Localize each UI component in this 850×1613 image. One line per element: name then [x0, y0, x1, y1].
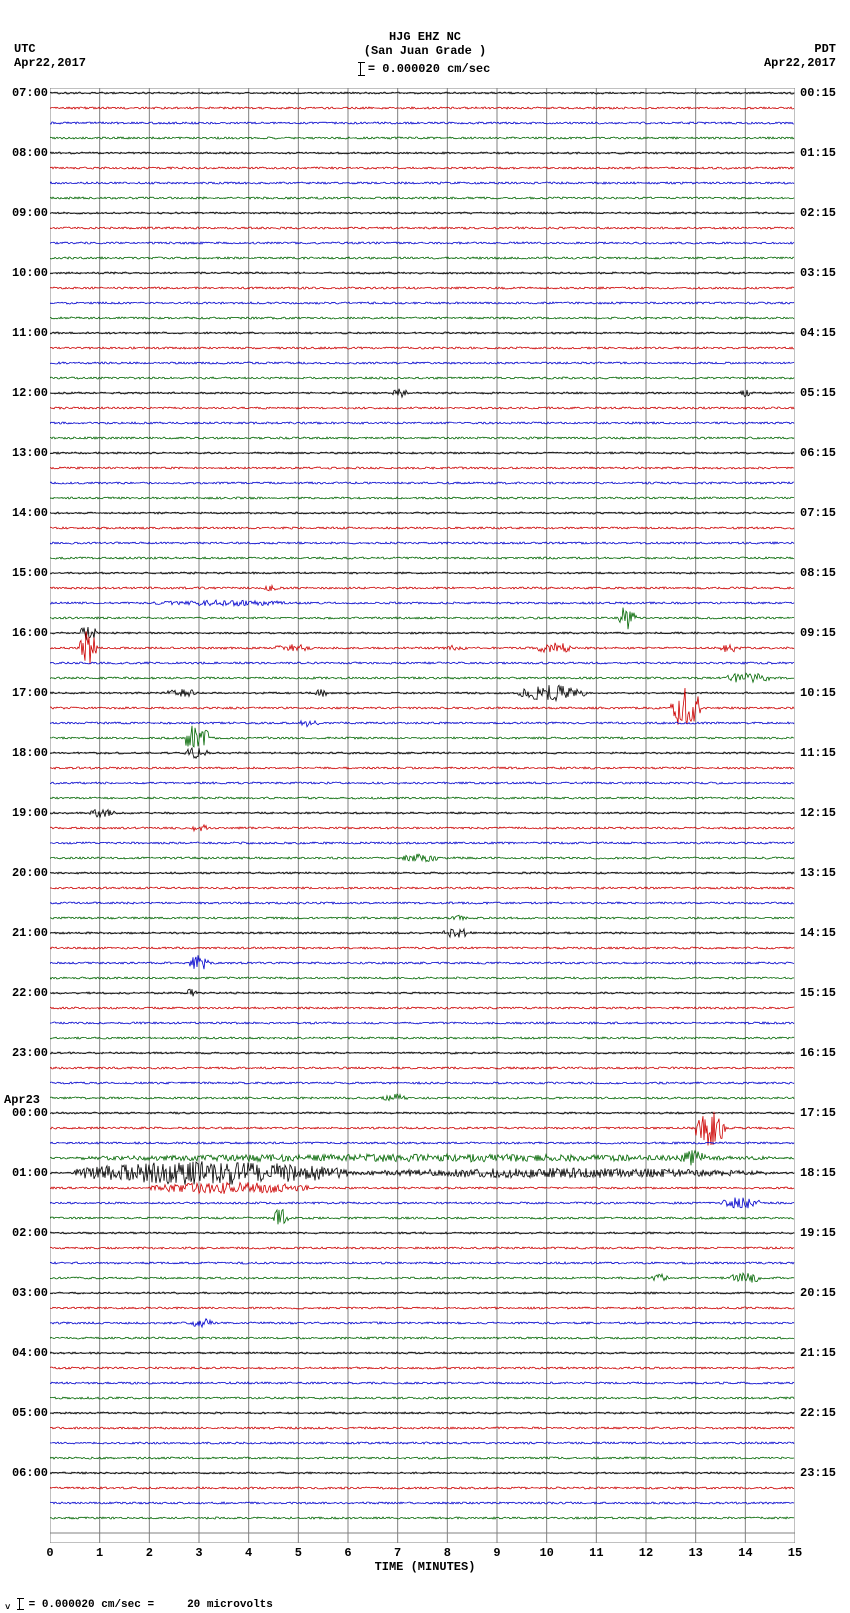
right-hour-label: 14:15 — [800, 926, 836, 940]
seismogram-plot — [50, 88, 795, 1543]
scale-text: = 0.000020 cm/sec — [368, 62, 490, 76]
timezone-right: PDT — [814, 42, 836, 56]
footer-text-2: 20 microvolts — [187, 1599, 273, 1611]
left-hour-label: 16:00 — [4, 626, 48, 640]
x-tick-label: 1 — [85, 1546, 115, 1560]
left-hour-label: 14:00 — [4, 506, 48, 520]
timezone-left: UTC — [14, 42, 36, 56]
right-hour-label: 10:15 — [800, 686, 836, 700]
x-tick-label: 15 — [780, 1546, 810, 1560]
left-hour-label: 12:00 — [4, 386, 48, 400]
date-right: Apr22,2017 — [764, 56, 836, 70]
right-hour-label: 16:15 — [800, 1046, 836, 1060]
right-hour-label: 13:15 — [800, 866, 836, 880]
footer-text-1: = 0.000020 cm/sec = — [29, 1599, 154, 1611]
x-tick-label: 2 — [134, 1546, 164, 1560]
right-hour-label: 07:15 — [800, 506, 836, 520]
left-hour-label: 02:00 — [4, 1226, 48, 1240]
right-hour-label: 15:15 — [800, 986, 836, 1000]
x-axis-title: TIME (MINUTES) — [0, 1560, 850, 1574]
right-hour-label: 02:15 — [800, 206, 836, 220]
scale-bar-icon — [360, 62, 361, 76]
right-hour-label: 12:15 — [800, 806, 836, 820]
footer-tick-icon: ˅ — [5, 1603, 10, 1613]
left-hour-label: 07:00 — [4, 86, 48, 100]
footer-scale: ˅ = 0.000020 cm/sec = 20 microvolts — [5, 1598, 273, 1613]
second-day-marker: Apr23 — [4, 1093, 40, 1107]
left-hour-label: 05:00 — [4, 1406, 48, 1420]
left-hour-label: 18:00 — [4, 746, 48, 760]
x-tick-label: 6 — [333, 1546, 363, 1560]
x-tick-label: 14 — [730, 1546, 760, 1560]
x-tick-label: 13 — [681, 1546, 711, 1560]
x-tick-label: 8 — [432, 1546, 462, 1560]
station-code: HJG EHZ NC — [0, 30, 850, 44]
right-hour-label: 01:15 — [800, 146, 836, 160]
footer-scale-bar-icon — [19, 1598, 20, 1610]
date-left: Apr22,2017 — [14, 56, 86, 70]
left-hour-label: 20:00 — [4, 866, 48, 880]
left-hour-label: 06:00 — [4, 1466, 48, 1480]
left-hour-label: 09:00 — [4, 206, 48, 220]
right-hour-label: 18:15 — [800, 1166, 836, 1180]
right-hour-label: 04:15 — [800, 326, 836, 340]
x-tick-label: 9 — [482, 1546, 512, 1560]
right-hour-label: 21:15 — [800, 1346, 836, 1360]
right-hour-label: 22:15 — [800, 1406, 836, 1420]
x-tick-label: 11 — [581, 1546, 611, 1560]
left-hour-label: 15:00 — [4, 566, 48, 580]
left-hour-label: 17:00 — [4, 686, 48, 700]
right-hour-label: 17:15 — [800, 1106, 836, 1120]
station-location: (San Juan Grade ) — [0, 44, 850, 58]
seismogram-svg — [50, 88, 795, 1543]
right-hour-label: 00:15 — [800, 86, 836, 100]
left-hour-label: 13:00 — [4, 446, 48, 460]
left-hour-label: 10:00 — [4, 266, 48, 280]
x-tick-label: 3 — [184, 1546, 214, 1560]
left-hour-label: 19:00 — [4, 806, 48, 820]
right-hour-label: 03:15 — [800, 266, 836, 280]
x-tick-label: 12 — [631, 1546, 661, 1560]
x-tick-label: 7 — [383, 1546, 413, 1560]
right-hour-label: 09:15 — [800, 626, 836, 640]
x-tick-label: 10 — [532, 1546, 562, 1560]
right-hour-label: 11:15 — [800, 746, 836, 760]
right-hour-label: 19:15 — [800, 1226, 836, 1240]
left-hour-label: 22:00 — [4, 986, 48, 1000]
left-hour-label: 08:00 — [4, 146, 48, 160]
left-hour-label: 23:00 — [4, 1046, 48, 1060]
right-hour-label: 08:15 — [800, 566, 836, 580]
left-hour-label: 04:00 — [4, 1346, 48, 1360]
right-hour-label: 23:15 — [800, 1466, 836, 1480]
right-hour-label: 20:15 — [800, 1286, 836, 1300]
right-hour-label: 06:15 — [800, 446, 836, 460]
left-hour-label: 00:00 — [4, 1106, 48, 1120]
left-hour-label: 11:00 — [4, 326, 48, 340]
x-tick-label: 0 — [35, 1546, 65, 1560]
x-tick-label: 4 — [234, 1546, 264, 1560]
left-hour-label: 21:00 — [4, 926, 48, 940]
x-tick-label: 5 — [283, 1546, 313, 1560]
seismogram-container: HJG EHZ NC (San Juan Grade ) = 0.000020 … — [0, 0, 850, 1613]
left-hour-label: 03:00 — [4, 1286, 48, 1300]
scale-legend-top: = 0.000020 cm/sec — [0, 62, 850, 76]
right-hour-label: 05:15 — [800, 386, 836, 400]
left-hour-label: 01:00 — [4, 1166, 48, 1180]
